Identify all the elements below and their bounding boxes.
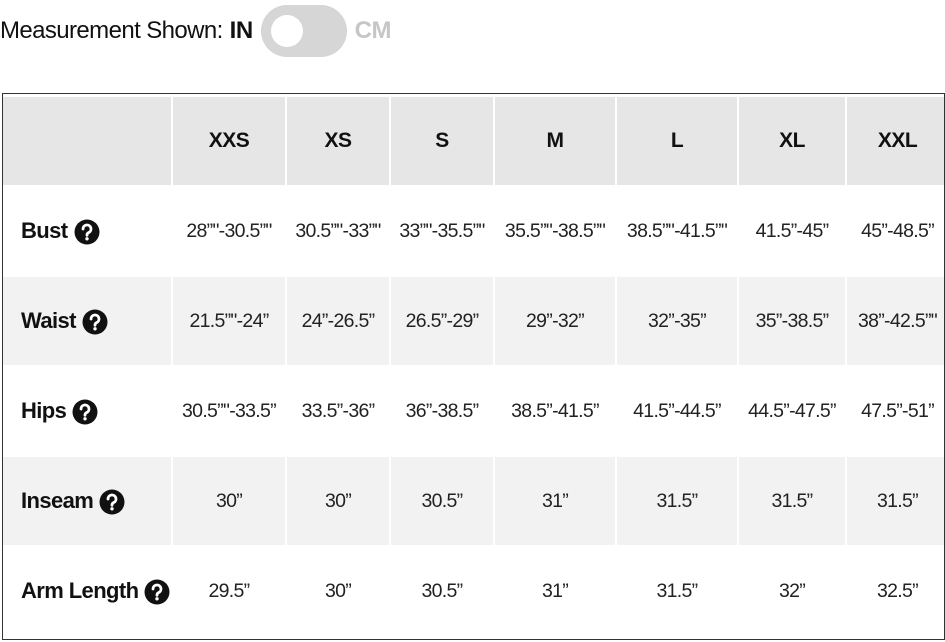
measurement-cell: 38.5”"-41.5”" bbox=[626, 219, 728, 242]
size-row: Waist 21.5”"-24” 24”-26.5” 26.5”-29” 29”-32”… bbox=[3, 277, 944, 365]
size-table: XXS XS S M L XL XXL Bust 28”"-30.5”" 30.5”"-33”"… bbox=[2, 93, 945, 640]
measurement-cell: 36”-38.5” bbox=[405, 399, 480, 422]
measurement-cell: 26.5”-29” bbox=[391, 277, 493, 365]
measurement-cell: 32” bbox=[778, 579, 806, 602]
measurement-cell: 32.5” bbox=[877, 579, 919, 602]
measurement-cell: 31.5” bbox=[739, 457, 845, 545]
row-label-cell: Bust bbox=[3, 187, 171, 275]
unit-inactive[interactable]: CM bbox=[354, 17, 392, 44]
row-label: Waist bbox=[21, 308, 76, 334]
measurement-cell: 35”-38.5” bbox=[739, 277, 845, 365]
toggle-knob bbox=[270, 15, 303, 47]
column-header: XXL bbox=[847, 97, 944, 185]
row-label: Hips bbox=[21, 398, 67, 424]
measurement-cell: 30” bbox=[324, 579, 352, 602]
unit-toggle[interactable] bbox=[260, 5, 347, 57]
size-row: Bust 28”"-30.5”" 30.5”"-33”" 33”"-35.5”" 35.… bbox=[3, 187, 944, 275]
measurement-cell: 32”-35” bbox=[617, 277, 737, 365]
measurement-cell: 33.5”-36” bbox=[301, 399, 376, 422]
column-header: XL bbox=[739, 97, 845, 185]
row-label-cell: Inseam bbox=[3, 457, 171, 545]
table-body: Bust 28”"-30.5”" 30.5”"-33”" 33”"-35.5”" 35.… bbox=[3, 187, 944, 635]
measurement-cell: 31” bbox=[495, 457, 615, 545]
row-label-cell: Waist bbox=[3, 277, 171, 365]
column-header: XS bbox=[287, 97, 389, 185]
size-row: Hips 30.5”"-33.5” 33.5”-36” 36”-38.5” 38.5”-… bbox=[3, 367, 944, 455]
row-label: Bust bbox=[21, 218, 68, 244]
row-label-cell: Hips bbox=[3, 367, 171, 455]
help-icon[interactable] bbox=[74, 219, 100, 245]
measurement-cell: 30.5”"-33.5” bbox=[182, 399, 277, 422]
size-row: Arm Length 29.5” 30” 30.5” 31” 31.5” 32” 32.5” bbox=[3, 547, 944, 635]
help-icon[interactable] bbox=[144, 579, 170, 605]
measurement-cell: 31” bbox=[541, 579, 569, 602]
measurement-cell: 24”-26.5” bbox=[287, 277, 389, 365]
column-header: L bbox=[617, 97, 737, 185]
measurement-cell: 41.5”-45” bbox=[755, 219, 830, 242]
help-icon[interactable] bbox=[72, 399, 98, 425]
unit-active[interactable]: IN bbox=[229, 17, 254, 44]
measurement-cell: 29”-32” bbox=[495, 277, 615, 365]
help-icon[interactable] bbox=[82, 309, 108, 335]
column-header: XXS bbox=[173, 97, 285, 185]
measurement-cell: 30.5”"-33”" bbox=[295, 219, 381, 242]
measurement-cell: 45”-48.5” bbox=[861, 219, 935, 242]
measurement-cell: 31.5” bbox=[847, 457, 944, 545]
measurement-cell: 44.5”-47.5” bbox=[748, 399, 836, 422]
header-row: XXS XS S M L XL XXL bbox=[3, 97, 944, 185]
measurement-cell: 30” bbox=[173, 457, 285, 545]
column-header: S bbox=[391, 97, 493, 185]
measurement-cell: 29.5” bbox=[208, 579, 251, 602]
measurement-cell: 30” bbox=[287, 457, 389, 545]
measurement-cell: 47.5”-51” bbox=[861, 399, 935, 422]
measurement-cell: 41.5”-44.5” bbox=[633, 399, 721, 422]
measurement-cell: 31.5” bbox=[656, 579, 699, 602]
measurement-cell: 38.5”-41.5” bbox=[511, 399, 599, 422]
row-label: Inseam bbox=[21, 488, 94, 514]
unit-label: Measurement Shown: bbox=[0, 17, 223, 44]
measurement-cell: 28”"-30.5”" bbox=[186, 219, 272, 242]
row-label: Arm Length bbox=[21, 578, 139, 604]
unit-selector: Measurement Shown: IN CM bbox=[0, 5, 391, 57]
measurement-cell: 31.5” bbox=[617, 457, 737, 545]
measurement-cell: 21.5”"-24” bbox=[173, 277, 285, 365]
column-header: M bbox=[495, 97, 615, 185]
measurement-cell: 30.5” bbox=[391, 457, 493, 545]
help-icon[interactable] bbox=[99, 489, 125, 515]
measurement-cell: 30.5” bbox=[421, 579, 464, 602]
table: XXS XS S M L XL XXL Bust 28”"-30.5”" 30.5”"-33”"… bbox=[3, 95, 944, 637]
measurement-cell: 33”"-35.5”" bbox=[399, 219, 485, 242]
row-label-cell: Arm Length bbox=[3, 547, 171, 635]
size-row: Inseam 30” 30” 30.5” 31” 31.5” 31.5” 31.5” bbox=[3, 457, 944, 545]
corner-cell bbox=[3, 97, 171, 185]
measurement-cell: 35.5”"-38.5”" bbox=[504, 219, 606, 242]
measurement-cell: 38”-42.5”" bbox=[847, 277, 944, 365]
